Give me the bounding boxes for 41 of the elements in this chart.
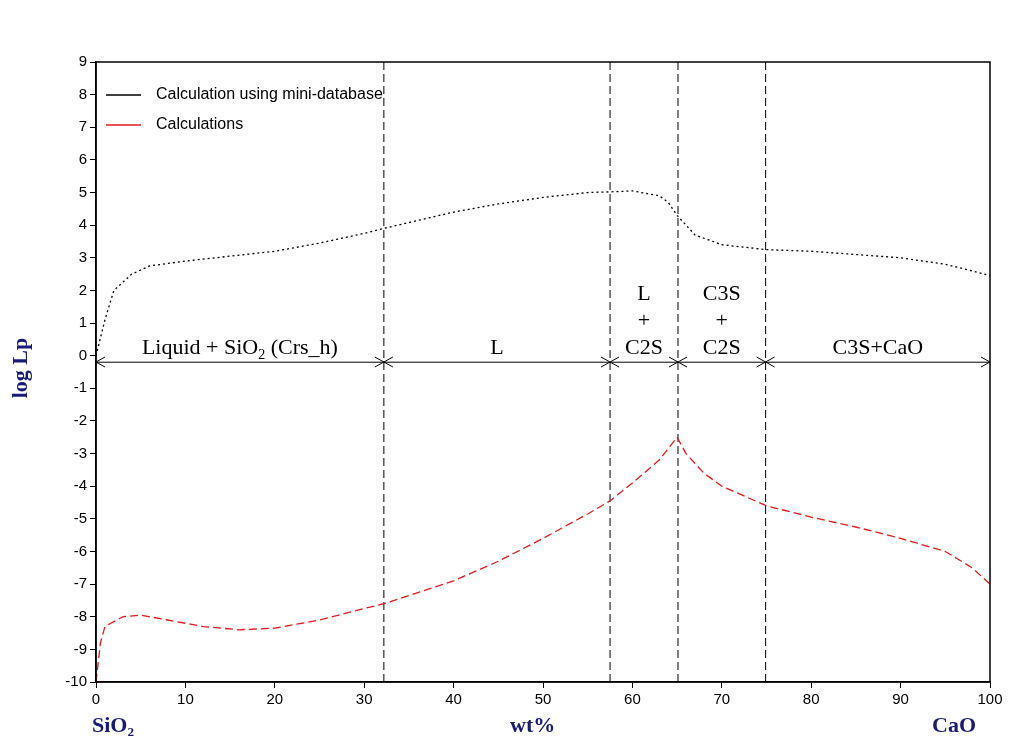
x-tick-label: 50: [534, 690, 552, 708]
annotation: C3S + C2S: [702, 280, 741, 360]
x-tick-label: 100: [977, 690, 1003, 708]
legend-label: Calculation using mini-database: [156, 85, 383, 103]
x-tick-label: 20: [266, 690, 284, 708]
y-tick-label: 4: [78, 215, 87, 233]
x-tick-label: 80: [802, 690, 820, 708]
y-tick-label: -5: [73, 508, 87, 526]
y-tick-label: -8: [73, 606, 87, 624]
y-tick-label: -1: [73, 378, 87, 396]
y-tick-label: 7: [78, 117, 87, 135]
y-tick-label: -6: [73, 541, 87, 559]
y-tick-label: 0: [78, 345, 87, 363]
x-tick-label: 30: [355, 690, 373, 708]
text: SiO₂: [92, 712, 135, 738]
y-tick-label: -2: [73, 411, 87, 429]
text: CaO: [932, 712, 976, 738]
legend-label: Calculations: [156, 115, 244, 133]
y-tick-label: -3: [73, 443, 87, 461]
x-tick-label: 60: [624, 690, 641, 708]
y-tick-label: -9: [73, 639, 87, 657]
y-tick-label: -10: [65, 672, 87, 690]
y-tick-label: 2: [78, 280, 87, 298]
y-tick-label: 1: [78, 313, 87, 331]
y-tick-label: 3: [78, 247, 87, 265]
annotation: L + C2S: [625, 280, 663, 360]
y-axis-title: log Lp: [7, 337, 34, 399]
x-tick-label: 90: [892, 690, 909, 708]
x-axis-title: wt%: [510, 712, 556, 738]
annotation: L: [490, 334, 504, 360]
y-tick-label: 8: [78, 84, 87, 102]
y-tick-label: 5: [78, 182, 87, 200]
x-tick-label: 10: [177, 690, 194, 708]
x-tick-label: 0: [91, 690, 101, 708]
y-tick-label: -4: [73, 476, 87, 494]
y-tick-label: 6: [78, 150, 87, 168]
x-tick-label: 40: [445, 690, 462, 708]
x-tick-label: 70: [713, 690, 731, 708]
annotation: C3S+CaO: [832, 334, 924, 360]
y-tick-label: -7: [73, 574, 87, 592]
y-tick-label: 9: [78, 52, 87, 70]
